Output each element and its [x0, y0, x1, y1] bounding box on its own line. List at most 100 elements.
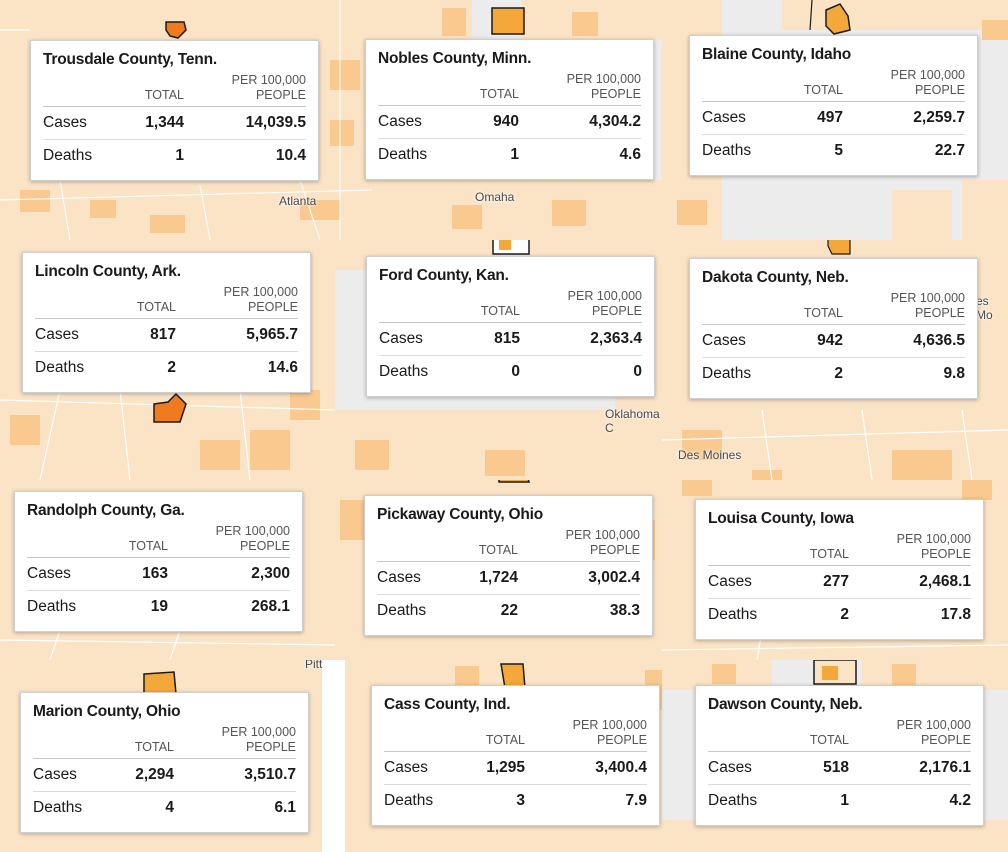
deaths-row: Deaths 0 0 — [379, 355, 642, 388]
deaths-per-100k: 0 — [633, 363, 642, 380]
cases-total: 277 — [823, 573, 849, 590]
deaths-total: 1 — [175, 147, 184, 164]
deaths-label: Deaths — [379, 363, 429, 380]
table-header: TOTAL PER 100,000 PEOPLE — [379, 289, 642, 323]
deaths-label: Deaths — [35, 359, 85, 376]
deaths-label: Deaths — [43, 147, 93, 164]
deaths-row: Deaths 2 14.6 — [35, 351, 298, 384]
cases-total: 817 — [150, 326, 176, 343]
table-header: TOTAL PER 100,000 PEOPLE — [702, 291, 965, 325]
county-card: Louisa County, Iowa TOTAL PER 100,000 PEO… — [695, 499, 984, 640]
pickaway-county-shape[interactable] — [498, 480, 530, 483]
nobles-county-shape[interactable] — [491, 7, 525, 35]
lincoln-county-shape[interactable] — [153, 392, 187, 423]
table-header: TOTAL PER 100,000 PEOPLE — [27, 524, 290, 558]
county-card: Blaine County, Idaho TOTAL PER 100,000 PE… — [689, 35, 978, 176]
deaths-total: 2 — [167, 359, 176, 376]
deaths-per-100k: 22.7 — [934, 142, 965, 159]
header-per-line2: PEOPLE — [255, 88, 306, 102]
deaths-row: Deaths 3 7.9 — [384, 784, 647, 817]
table-header: TOTAL PER 100,000 PEOPLE — [378, 72, 641, 106]
table-header: TOTAL PER 100,000 PEOPLE — [33, 725, 296, 759]
cases-total: 942 — [817, 332, 843, 349]
cases-row: Cases 1,724 3,002.4 — [377, 562, 640, 594]
cases-label: Cases — [33, 766, 77, 783]
county-card: Marion County, Ohio TOTAL PER 100,000 PEO… — [20, 692, 309, 833]
cases-total: 1,344 — [145, 114, 184, 131]
deaths-label: Deaths — [708, 606, 758, 623]
marion-county-shape[interactable] — [143, 671, 177, 695]
county-name: Pickaway County, Ohio — [377, 506, 544, 523]
header-per-line1: PER 100,000 — [565, 528, 640, 542]
table-header: TOTAL PER 100,000 PEOPLE — [702, 68, 965, 102]
county-card: Nobles County, Minn. TOTAL PER 100,000 PE… — [365, 39, 654, 180]
cases-row: Cases 940 4,304.2 — [378, 106, 641, 138]
cases-row: Cases 1,295 3,400.4 — [384, 752, 647, 784]
deaths-total: 0 — [511, 363, 520, 380]
header-total: TOTAL — [479, 87, 519, 101]
deaths-per-100k: 4.6 — [619, 146, 641, 163]
county-card: Lincoln County, Ark. TOTAL PER 100,000 PE… — [22, 252, 311, 393]
cases-row: Cases 518 2,176.1 — [708, 752, 971, 784]
cases-row: Cases 163 2,300 — [27, 558, 290, 590]
cases-total: 815 — [494, 330, 520, 347]
cases-per-100k: 3,002.4 — [588, 569, 640, 586]
deaths-label: Deaths — [377, 602, 427, 619]
deaths-label: Deaths — [33, 799, 83, 816]
header-per-line2: PEOPLE — [920, 547, 971, 561]
cases-row: Cases 2,294 3,510.7 — [33, 759, 296, 791]
cases-row: Cases 817 5,965.7 — [35, 319, 298, 351]
county-name: Ford County, Kan. — [379, 267, 509, 284]
deaths-label: Deaths — [702, 365, 752, 382]
header-per-line1: PER 100,000 — [572, 718, 647, 732]
deaths-total: 2 — [834, 365, 843, 382]
deaths-total: 3 — [516, 792, 525, 809]
county-name: Dawson County, Neb. — [708, 696, 863, 713]
cases-total: 163 — [142, 565, 168, 582]
county-card: Dakota County, Neb. TOTAL PER 100,000 PEO… — [689, 258, 978, 399]
header-per-line1: PER 100,000 — [567, 289, 642, 303]
map-label-oklahoma: Oklahoma C — [605, 407, 660, 435]
cases-per-100k: 4,636.5 — [913, 332, 965, 349]
cases-label: Cases — [35, 326, 79, 343]
header-per-line2: PEOPLE — [914, 83, 965, 97]
cases-row: Cases 277 2,468.1 — [708, 566, 971, 598]
map-label-pitt: Pitt — [305, 660, 323, 671]
cases-label: Cases — [384, 759, 428, 776]
cases-total: 2,294 — [135, 766, 174, 783]
header-per-line2: PEOPLE — [239, 539, 290, 553]
cases-row: Cases 1,344 14,039.5 — [43, 107, 306, 139]
county-name: Louisa County, Iowa — [708, 510, 854, 527]
deaths-per-100k: 17.8 — [940, 606, 971, 623]
cases-per-100k: 4,304.2 — [589, 113, 641, 130]
header-per-line2: PEOPLE — [596, 733, 647, 747]
deaths-total: 2 — [840, 606, 849, 623]
header-total: TOTAL — [136, 300, 176, 314]
header-total: TOTAL — [803, 306, 843, 320]
deaths-row: Deaths 1 10.4 — [43, 139, 306, 172]
map-label-moines: es Mo — [976, 294, 993, 322]
deaths-row: Deaths 1 4.6 — [378, 138, 641, 171]
header-total: TOTAL — [803, 83, 843, 97]
deaths-per-100k: 9.8 — [943, 365, 965, 382]
deaths-total: 22 — [500, 602, 518, 619]
deaths-row: Deaths 19 268.1 — [27, 590, 290, 623]
deaths-label: Deaths — [384, 792, 434, 809]
trousdale-county-shape[interactable] — [165, 21, 187, 39]
deaths-row: Deaths 2 17.8 — [708, 598, 971, 631]
header-per-line2: PEOPLE — [247, 300, 298, 314]
county-name: Blaine County, Idaho — [702, 46, 851, 63]
county-card: Trousdale County, Tenn. TOTAL PER 100,00… — [30, 40, 319, 181]
header-per-line1: PER 100,000 — [221, 725, 296, 739]
dakota-county-shape[interactable] — [827, 240, 851, 255]
cases-total: 1,724 — [479, 569, 518, 586]
deaths-per-100k: 4.2 — [949, 792, 971, 809]
deaths-per-100k: 14.6 — [267, 359, 298, 376]
blaine-county-shape[interactable] — [825, 3, 851, 35]
deaths-label: Deaths — [378, 146, 428, 163]
county-name: Marion County, Ohio — [33, 703, 181, 720]
header-per-line1: PER 100,000 — [896, 718, 971, 732]
header-per-line2: PEOPLE — [920, 733, 971, 747]
header-per-line1: PER 100,000 — [896, 532, 971, 546]
cases-label: Cases — [27, 565, 71, 582]
